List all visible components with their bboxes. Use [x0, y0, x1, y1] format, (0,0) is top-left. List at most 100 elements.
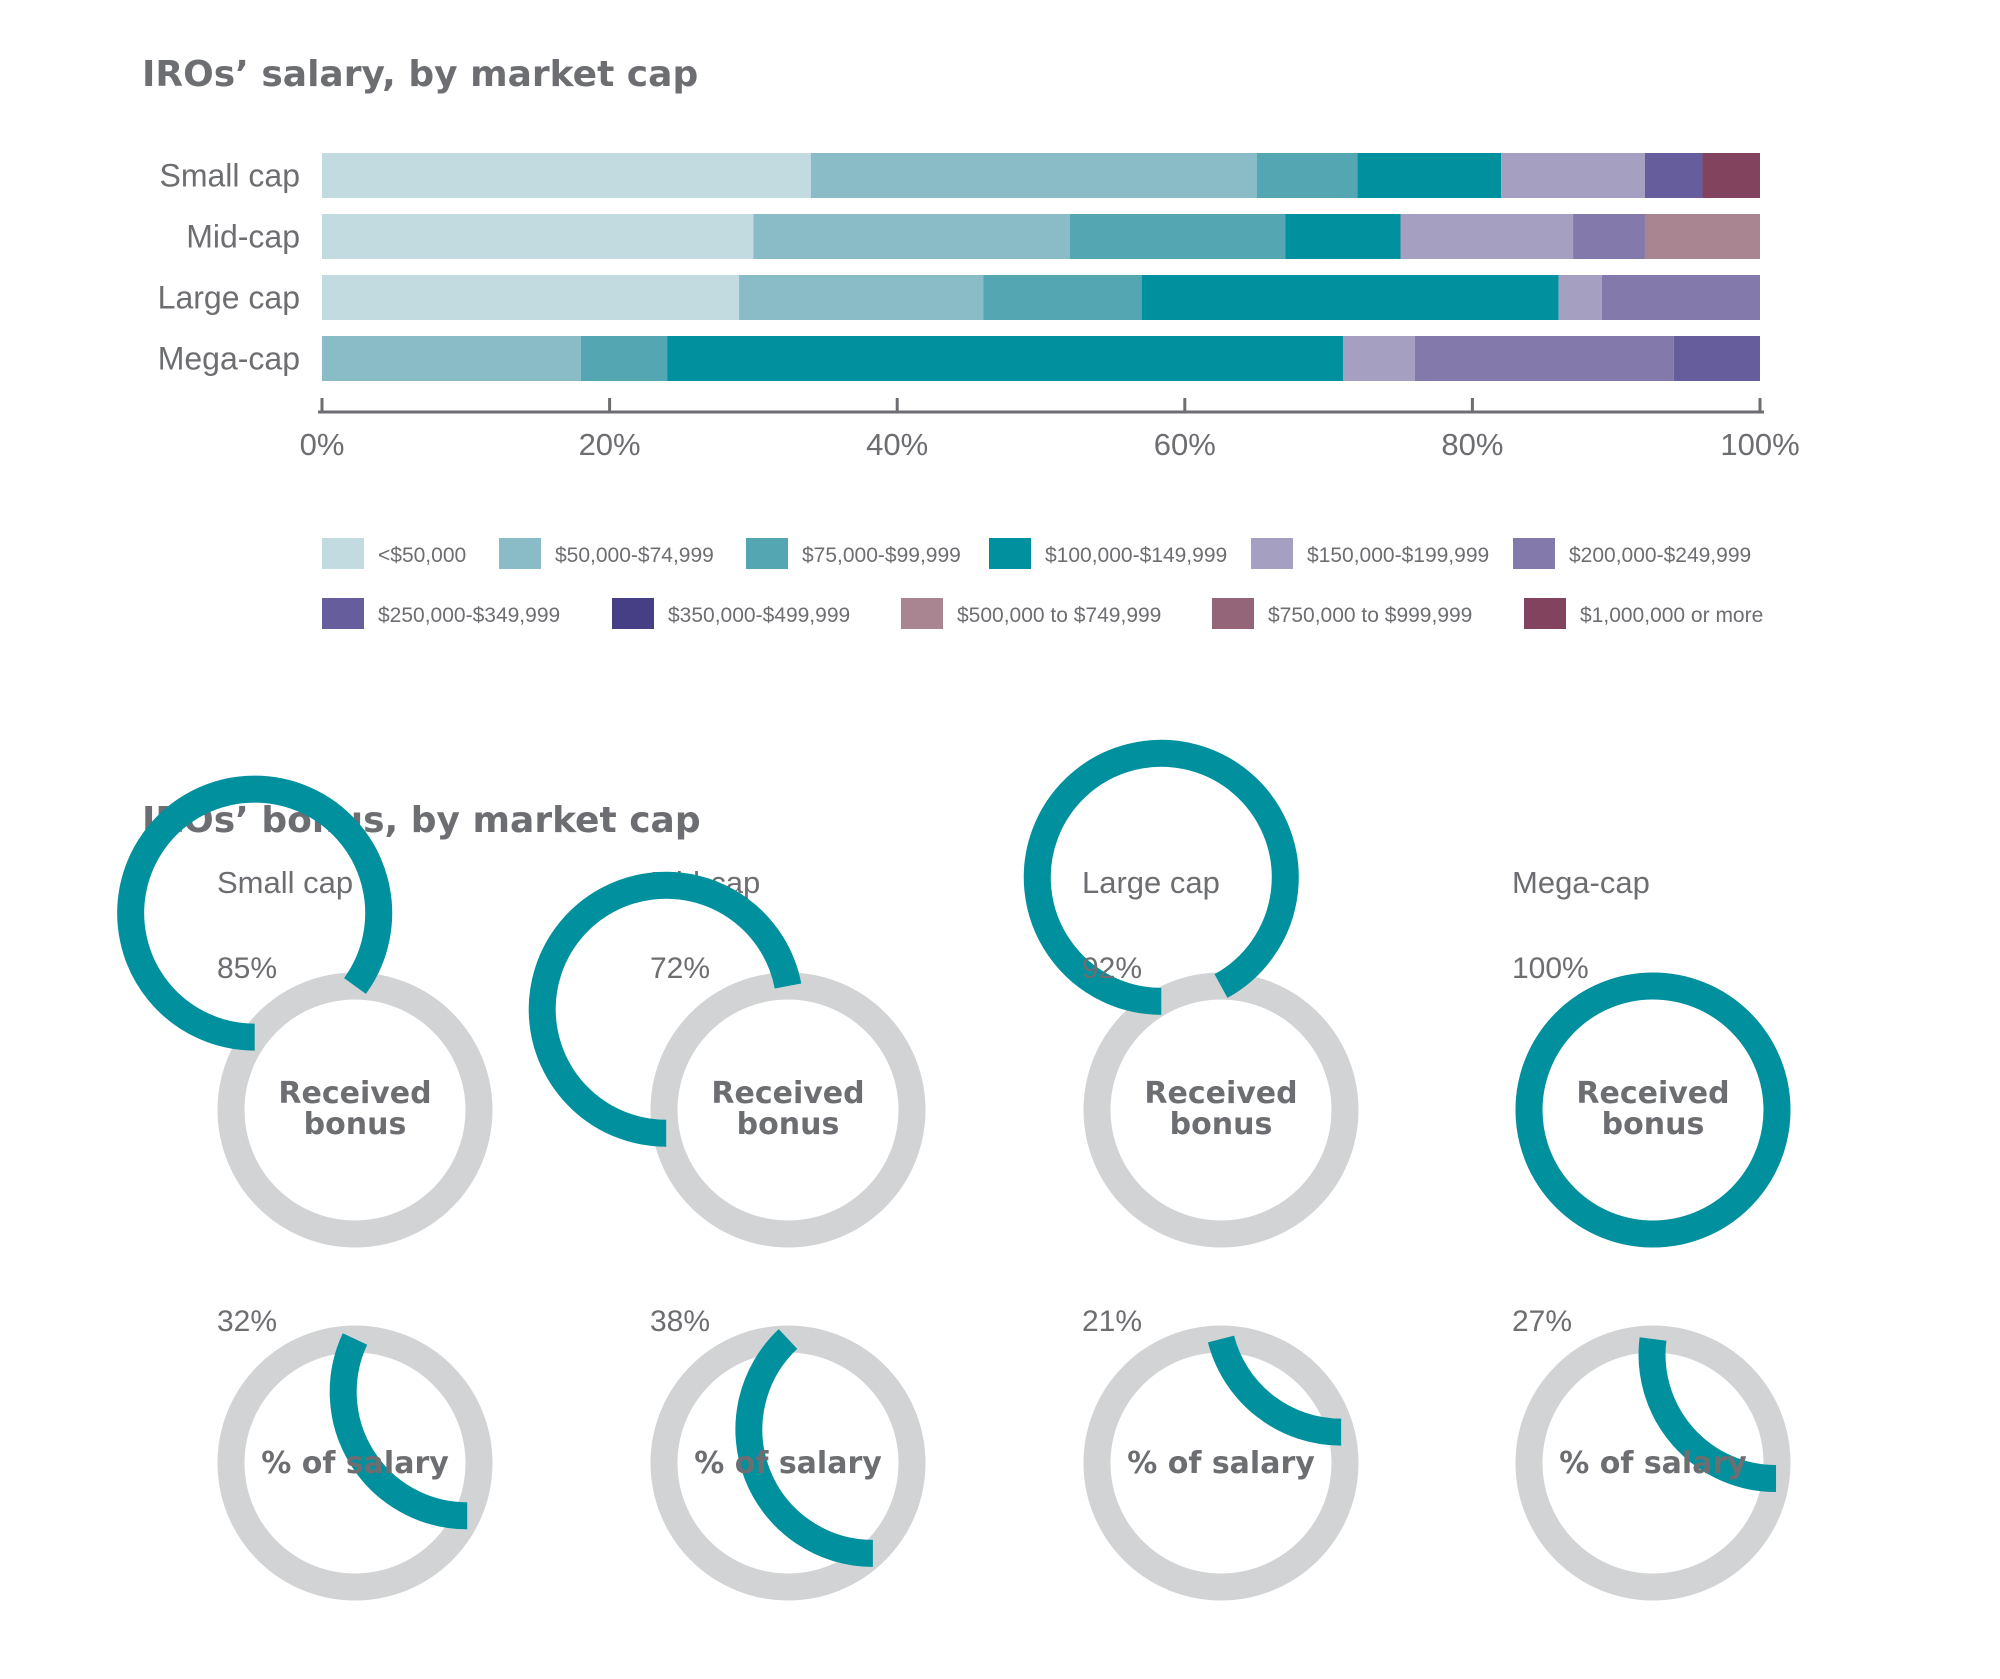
legend-label-50-000: <$50,000	[378, 544, 466, 567]
bar-segment-large-cap-75-000-99-999	[983, 275, 1142, 320]
legend-swatch-200-000-249-999	[1513, 538, 1555, 569]
donut-center-label-line1: Received	[1576, 1076, 1729, 1111]
bonus-chart-title: IROs’ bonus, by market cap	[142, 800, 701, 841]
donut-center-label-line1: Received	[1144, 1076, 1297, 1111]
donut-value-arc	[1638, 1337, 1777, 1493]
legend-label-100-000-149-999: $100,000-$149,999	[1045, 544, 1227, 567]
category-label-mid-cap: Mid-cap	[186, 219, 300, 255]
bar-segment-mega-cap-75-000-99-999	[580, 336, 668, 381]
x-tick-label-40: 40%	[866, 427, 928, 462]
donut-center-label-line2: bonus	[1170, 1107, 1273, 1142]
bar-segment-small-cap-50-000	[322, 153, 811, 198]
legend-swatch-250-000-349-999	[322, 598, 364, 629]
donut-center-label-line2: bonus	[1602, 1107, 1705, 1142]
bar-segment-small-cap-50-000-74-999	[810, 153, 1257, 198]
legend-label-750-000-to-999-999: $750,000 to $999,999	[1268, 604, 1472, 627]
bar-segment-large-cap-150-000-199-999	[1558, 275, 1602, 320]
category-label-mega-cap: Mega-cap	[158, 341, 300, 377]
legend-label-350-000-499-999: $350,000-$499,999	[668, 604, 850, 627]
legend-swatch-50-000-74-999	[499, 538, 541, 569]
bar-segment-small-cap-100-000-149-999	[1357, 153, 1502, 198]
legend-swatch-50-000	[322, 538, 364, 569]
donut-value-arc	[1207, 1335, 1342, 1446]
bar-segment-large-cap-100-000-149-999	[1141, 275, 1559, 320]
bar-segment-mid-cap-75-000-99-999	[1069, 214, 1286, 259]
donut-center-label-line1: Received	[278, 1076, 431, 1111]
bar-segment-mega-cap-200-000-249-999	[1414, 336, 1674, 381]
legend-label-250-000-349-999: $250,000-$349,999	[378, 604, 560, 627]
x-tick-label-20: 20%	[579, 427, 641, 462]
donut-percent-label: 32%	[217, 1305, 277, 1338]
donut-percent-label: 21%	[1082, 1305, 1142, 1338]
donut-value-arc	[1515, 972, 1791, 1248]
bar-segment-mid-cap-500-000-to-749-999	[1644, 214, 1760, 259]
legend-label-50-000-74-999: $50,000-$74,999	[555, 544, 714, 567]
donut-center-label: % of salary	[1559, 1446, 1747, 1481]
salary-chart-title: IROs’ salary, by market cap	[142, 54, 698, 95]
bar-segment-small-cap-250-000-349-999	[1644, 153, 1703, 198]
bar-segment-large-cap-50-000-74-999	[739, 275, 984, 320]
category-label-large-cap: Large cap	[158, 280, 300, 316]
legend-item-350-000-499-999: $350,000-$499,999	[612, 598, 850, 629]
legend-swatch-150-000-199-999	[1251, 538, 1293, 569]
legend-item-1-000-000-or-more: $1,000,000 or more	[1524, 598, 1763, 629]
legend-item-50-000: <$50,000	[322, 538, 466, 569]
legend-item-250-000-349-999: $250,000-$349,999	[322, 598, 560, 629]
bar-segment-mega-cap-100-000-149-999	[667, 336, 1343, 381]
x-tick-label-0: 0%	[300, 427, 345, 462]
donut-center-label: % of salary	[261, 1446, 449, 1481]
donut-percent-label: 38%	[650, 1305, 710, 1338]
bar-segment-mega-cap-150-000-199-999	[1342, 336, 1415, 381]
legend-item-100-000-149-999: $100,000-$149,999	[989, 538, 1227, 569]
donut-value-arc	[528, 871, 802, 1147]
donut-percent-label: 92%	[1082, 952, 1142, 985]
bar-segment-mid-cap-50-000-74-999	[753, 214, 1070, 259]
donut-group-title-small-cap: Small cap	[217, 865, 353, 900]
bar-segment-mid-cap-100-000-149-999	[1285, 214, 1401, 259]
bar-segment-mega-cap-250-000-349-999	[1673, 336, 1760, 381]
x-tick-label-80: 80%	[1441, 427, 1503, 462]
legend-item-75-000-99-999: $75,000-$99,999	[746, 538, 961, 569]
donut-group-title-large-cap: Large cap	[1082, 865, 1220, 900]
legend-label-200-000-249-999: $200,000-$249,999	[1569, 544, 1751, 567]
legend-swatch-750-000-to-999-999	[1212, 598, 1254, 629]
bar-segment-mega-cap-50-000-74-999	[322, 336, 581, 381]
legend-swatch-1-000-000-or-more	[1524, 598, 1566, 629]
salary-legend: <$50,000 $50,000-$74,999 $75,000-$99,999 $1…	[322, 538, 1763, 629]
donut-mid-cap-pct-of-salary: 38% % of salary	[650, 1305, 926, 1601]
donut-center-label: % of salary	[1127, 1446, 1315, 1481]
donut-center-label-line1: Received	[711, 1076, 864, 1111]
donut-group-title-mega-cap: Mega-cap	[1512, 865, 1650, 900]
donut-percent-label: 72%	[650, 952, 710, 985]
donut-large-cap-pct-of-salary: 21% % of salary	[1082, 1305, 1359, 1601]
legend-label-75-000-99-999: $75,000-$99,999	[802, 544, 961, 567]
x-tick-label-100: 100%	[1720, 427, 1799, 462]
donut-small-cap-pct-of-salary: 32% % of salary	[217, 1305, 493, 1601]
salary-bar-chart: Small cap Mid-cap Large cap Mega-cap	[158, 153, 1760, 381]
bar-segment-small-cap-150-000-199-999	[1501, 153, 1645, 198]
donut-value-arc	[735, 1329, 874, 1567]
donut-center-label-line2: bonus	[304, 1107, 407, 1142]
legend-item-50-000-74-999: $50,000-$74,999	[499, 538, 714, 569]
bar-segment-small-cap-1-000-000-or-more	[1702, 153, 1760, 198]
bar-segment-mid-cap-200-000-249-999	[1573, 214, 1645, 259]
legend-label-500-000-to-749-999: $500,000 to $749,999	[957, 604, 1161, 627]
legend-swatch-75-000-99-999	[746, 538, 788, 569]
donut-center-label-line2: bonus	[737, 1107, 840, 1142]
donut-mega-cap-pct-of-salary: 27% % of salary	[1512, 1305, 1791, 1601]
x-tick-label-60: 60%	[1154, 427, 1216, 462]
category-label-small-cap: Small cap	[160, 158, 301, 194]
donut-percent-label: 27%	[1512, 1305, 1572, 1338]
legend-item-750-000-to-999-999: $750,000 to $999,999	[1212, 598, 1472, 629]
legend-swatch-500-000-to-749-999	[901, 598, 943, 629]
legend-item-200-000-249-999: $200,000-$249,999	[1513, 538, 1751, 569]
donut-value-arc	[117, 775, 393, 1051]
donut-percent-label: 100%	[1512, 952, 1589, 985]
